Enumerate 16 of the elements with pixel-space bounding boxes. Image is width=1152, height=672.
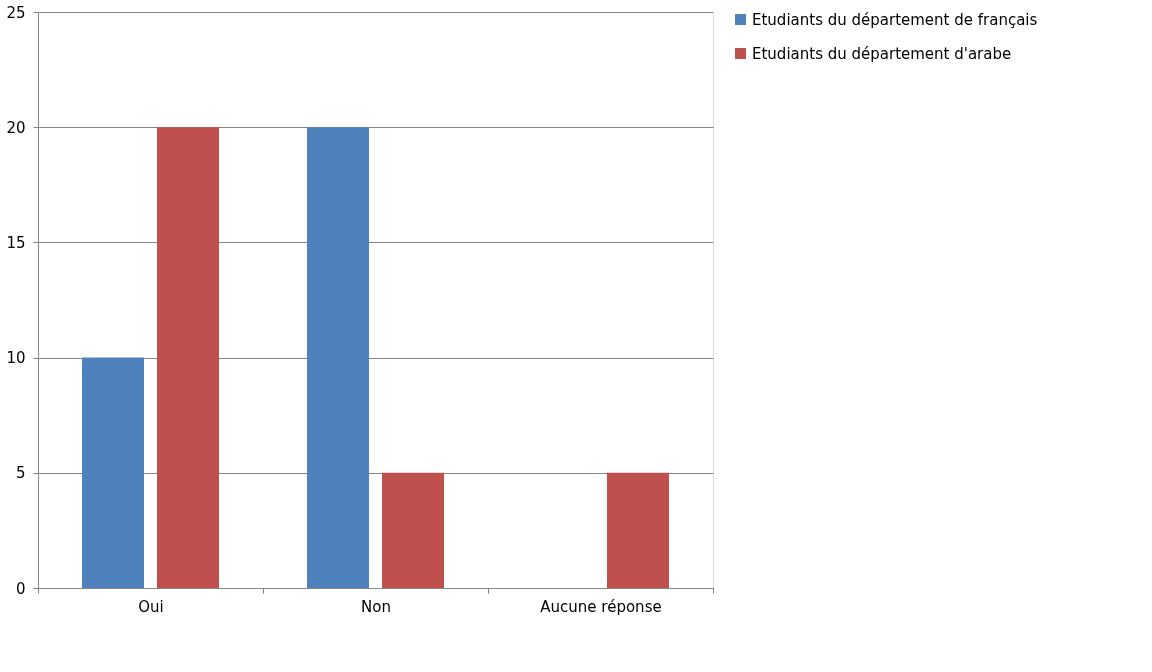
x-tick-label: Oui xyxy=(138,597,164,616)
bar xyxy=(382,472,444,588)
legend-label: Etudiants du département d'arabe xyxy=(752,44,1012,63)
y-tick-label: 10 xyxy=(6,349,26,368)
y-tick-label: 15 xyxy=(6,233,26,252)
bar xyxy=(607,472,669,588)
bar xyxy=(82,357,144,588)
y-tick-label: 25 xyxy=(6,3,26,22)
y-tick-label: 5 xyxy=(15,464,26,483)
y-tick-label: 0 xyxy=(15,579,26,598)
x-tick-label: Non xyxy=(361,597,391,616)
legend-label: Etudiants du département de français xyxy=(752,10,1038,29)
x-tick-label: Aucune réponse xyxy=(540,597,662,616)
bar xyxy=(157,127,219,588)
bar xyxy=(307,127,369,588)
y-tick-label: 20 xyxy=(6,118,26,137)
